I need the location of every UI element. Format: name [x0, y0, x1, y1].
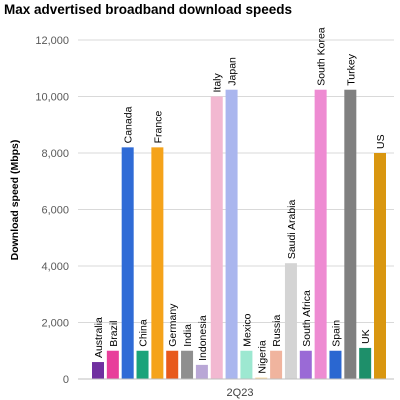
- bar-south-korea: [314, 89, 327, 379]
- bar-nigeria: [255, 377, 268, 379]
- bar-mexico: [240, 350, 253, 379]
- bar-us: [374, 153, 386, 379]
- y-tick-label: 6,000: [41, 205, 69, 217]
- bar-label: Germany: [167, 303, 179, 347]
- bar-japan: [225, 89, 238, 379]
- bar-turkey: [344, 89, 357, 379]
- bar-label: China: [138, 319, 150, 347]
- bar-india: [181, 350, 194, 379]
- bar-italy: [210, 96, 223, 379]
- bar-label: Russia: [271, 314, 283, 346]
- y-tick-label: 12,000: [35, 35, 69, 47]
- bar-france: [151, 147, 164, 379]
- y-axis-title: Download speed (Mbps): [9, 140, 21, 261]
- bar-canada: [121, 147, 134, 379]
- y-tick-label: 8,000: [41, 148, 69, 160]
- bar-label: South Korea: [316, 27, 328, 86]
- bar-label: Indonesia: [197, 315, 209, 361]
- y-tick-label: 2,000: [41, 318, 69, 330]
- y-tick-label: 4,000: [41, 261, 69, 273]
- x-axis-label: 2Q23: [227, 387, 254, 399]
- bar-germany: [166, 350, 179, 379]
- bar-saudi-arabia: [284, 263, 297, 379]
- bar-russia: [270, 350, 283, 379]
- y-tick-label: 0: [63, 374, 69, 386]
- bar-indonesia: [195, 364, 208, 379]
- bar-china: [136, 350, 149, 379]
- bar-brazil: [106, 350, 119, 379]
- bar-uk: [359, 347, 372, 379]
- bar-south-africa: [299, 350, 312, 379]
- bar-label: UK: [360, 329, 372, 344]
- bar-label: France: [152, 111, 164, 144]
- bar-label: Mexico: [241, 313, 253, 346]
- bar-label: Canada: [123, 106, 135, 143]
- bar-label: Spain: [330, 320, 342, 347]
- bar-label: US: [375, 134, 387, 149]
- bar-label: Italy: [212, 72, 224, 92]
- bar-spain: [329, 350, 342, 379]
- bar-label: Saudi Arabia: [286, 199, 298, 259]
- bar-australia: [92, 362, 104, 379]
- bar-label: Nigeria: [256, 340, 268, 373]
- bar-label: Brazil: [108, 320, 120, 346]
- chart-title: Max advertised broadband download speeds: [4, 2, 293, 17]
- bar-label: Turkey: [345, 53, 357, 85]
- bar-label: South Africa: [301, 290, 313, 347]
- y-tick-label: 10,000: [35, 92, 69, 104]
- bar-label: Australia: [93, 317, 105, 358]
- bar-label: Japan: [227, 57, 239, 86]
- bar-label: India: [182, 324, 194, 347]
